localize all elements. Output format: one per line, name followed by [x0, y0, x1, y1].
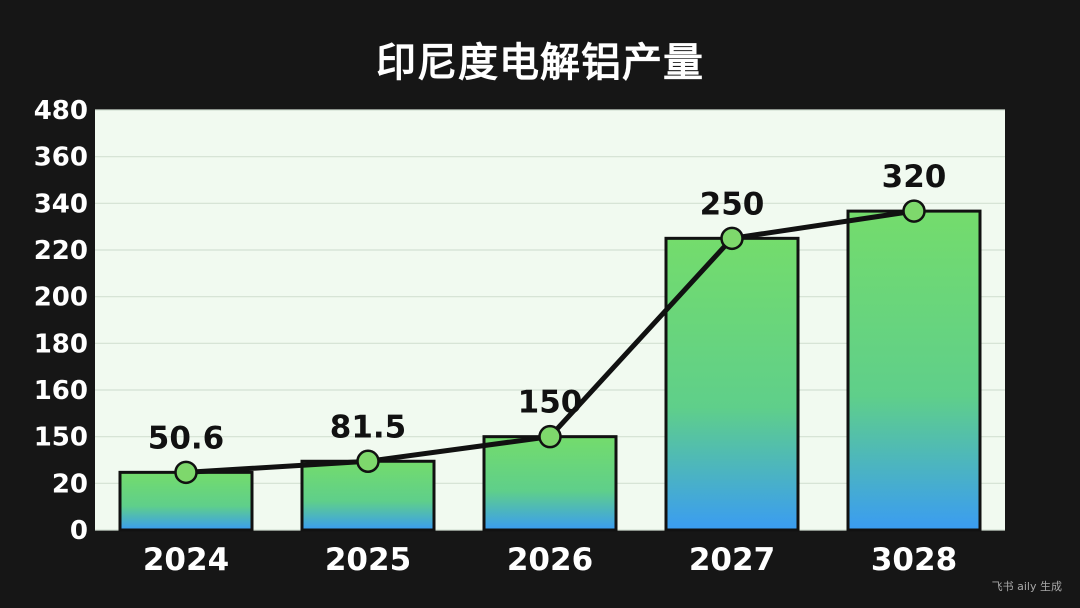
x-tick-label: 2027: [689, 542, 775, 578]
data-label: 250: [700, 186, 765, 222]
data-labels: 50.6 81.5 150 250 320: [148, 159, 947, 456]
y-tick-label: 200: [34, 283, 88, 313]
data-label: 320: [882, 159, 947, 195]
y-tick-label: 340: [34, 189, 88, 219]
y-tick-label: 360: [34, 143, 88, 173]
bar: [846, 209, 982, 532]
chart-title: 印尼度电解铝产量: [376, 40, 704, 86]
bar: [118, 470, 254, 532]
x-axis-ticks: 2024 2025 2026 2027 3028: [143, 542, 957, 578]
y-axis-ticks: 0 20 150 160 180 200 220 340 360 480: [34, 96, 88, 546]
data-label: 50.6: [148, 420, 225, 456]
y-tick-label: 150: [34, 423, 88, 453]
y-tick-label: 220: [34, 236, 88, 266]
line-point: [174, 460, 198, 485]
line-point: [720, 226, 744, 251]
x-tick-label: 3028: [871, 542, 957, 578]
watermark: 飞书 aily 生成: [991, 580, 1062, 593]
data-label: 81.5: [330, 409, 407, 445]
bars: [118, 209, 982, 532]
y-tick-label: 160: [34, 376, 88, 406]
y-tick-label: 480: [34, 96, 88, 126]
x-tick-label: 2024: [143, 542, 229, 578]
bar: [482, 435, 618, 532]
y-tick-label: 20: [52, 469, 88, 499]
y-tick-label: 0: [70, 516, 88, 546]
line-point: [538, 424, 562, 449]
line-point: [356, 449, 380, 474]
x-tick-label: 2025: [325, 542, 411, 578]
bar: [664, 236, 800, 532]
data-label: 150: [518, 385, 583, 421]
y-tick-label: 180: [34, 329, 88, 359]
x-tick-label: 2026: [507, 542, 593, 578]
line-point: [902, 199, 926, 223]
line-markers: [174, 199, 926, 485]
